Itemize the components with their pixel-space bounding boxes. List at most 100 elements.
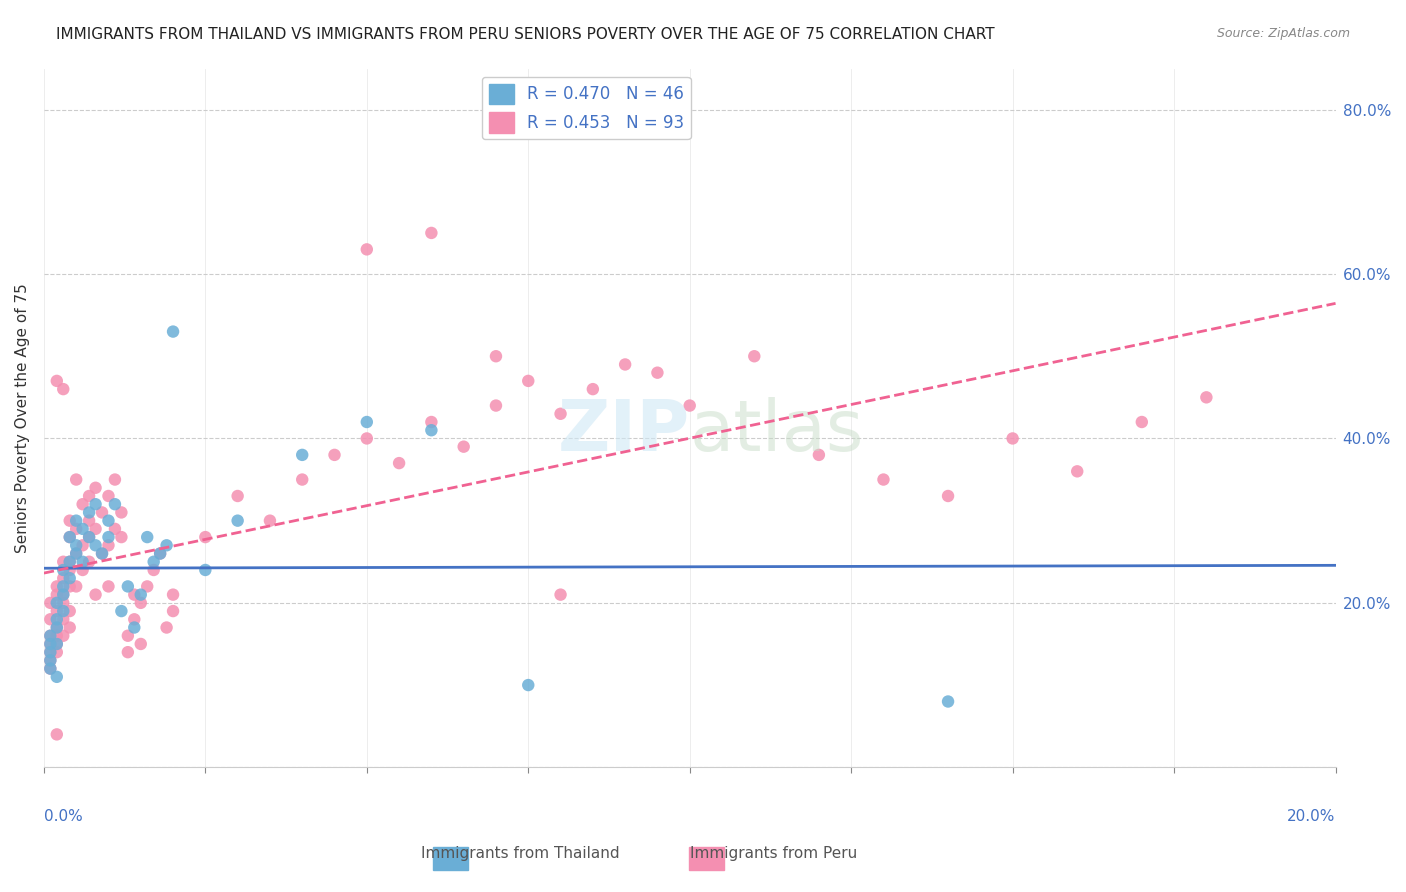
Point: [517, 678, 540, 692]
Point: [39, 662, 62, 676]
Text: 20.0%: 20.0%: [1286, 809, 1336, 824]
Point: [72, 555, 94, 569]
Point: [52, 604, 75, 618]
Point: [117, 645, 139, 659]
Point: [117, 629, 139, 643]
Text: Immigrants from Peru: Immigrants from Peru: [690, 846, 856, 861]
Point: [124, 588, 146, 602]
Point: [77, 530, 100, 544]
Point: [39, 653, 62, 667]
Point: [45, 596, 67, 610]
Point: [52, 588, 75, 602]
Point: [84, 538, 107, 552]
Point: [45, 670, 67, 684]
Point: [162, 588, 184, 602]
Point: [323, 448, 346, 462]
Point: [72, 538, 94, 552]
Point: [65, 547, 87, 561]
Point: [647, 366, 669, 380]
Text: IMMIGRANTS FROM THAILAND VS IMMIGRANTS FROM PERU SENIORS POVERTY OVER THE AGE OF: IMMIGRANTS FROM THAILAND VS IMMIGRANTS F…: [56, 27, 995, 42]
Point: [39, 653, 62, 667]
Point: [39, 645, 62, 659]
Text: ZIP: ZIP: [557, 397, 690, 467]
Point: [59, 555, 82, 569]
Point: [45, 637, 67, 651]
Point: [420, 415, 443, 429]
Point: [45, 620, 67, 634]
Point: [420, 226, 443, 240]
Point: [52, 563, 75, 577]
Point: [45, 637, 67, 651]
Point: [582, 382, 605, 396]
Point: [45, 629, 67, 643]
Point: [388, 456, 411, 470]
Legend: R = 0.470   N = 46, R = 0.453   N = 93: R = 0.470 N = 46, R = 0.453 N = 93: [482, 77, 690, 139]
Point: [59, 571, 82, 585]
Point: [259, 514, 281, 528]
Point: [807, 448, 830, 462]
Point: [97, 514, 120, 528]
Point: [872, 473, 894, 487]
Point: [155, 620, 177, 634]
Point: [39, 596, 62, 610]
Point: [59, 563, 82, 577]
Point: [45, 727, 67, 741]
Point: [52, 596, 75, 610]
Point: [91, 505, 114, 519]
Point: [97, 530, 120, 544]
Point: [84, 588, 107, 602]
Point: [485, 349, 508, 363]
Point: [72, 563, 94, 577]
Point: [39, 629, 62, 643]
Point: [45, 620, 67, 634]
Point: [1001, 432, 1024, 446]
Point: [77, 514, 100, 528]
Point: [356, 415, 378, 429]
Point: [142, 563, 165, 577]
Point: [104, 497, 127, 511]
Point: [117, 579, 139, 593]
Point: [52, 629, 75, 643]
Point: [936, 489, 959, 503]
Point: [59, 579, 82, 593]
Point: [129, 637, 152, 651]
Point: [679, 399, 702, 413]
Point: [356, 432, 378, 446]
Point: [291, 473, 314, 487]
Point: [77, 555, 100, 569]
Point: [52, 571, 75, 585]
Point: [97, 579, 120, 593]
Point: [65, 514, 87, 528]
Point: [136, 579, 159, 593]
Point: [155, 538, 177, 552]
Point: [65, 473, 87, 487]
Point: [162, 604, 184, 618]
Point: [550, 588, 572, 602]
Point: [39, 662, 62, 676]
Point: [1130, 415, 1153, 429]
Point: [45, 645, 67, 659]
Point: [84, 481, 107, 495]
Point: [65, 547, 87, 561]
Point: [84, 497, 107, 511]
Point: [39, 629, 62, 643]
Point: [59, 514, 82, 528]
Point: [136, 530, 159, 544]
Point: [742, 349, 765, 363]
Point: [59, 530, 82, 544]
Point: [65, 538, 87, 552]
Point: [194, 530, 217, 544]
Point: [59, 620, 82, 634]
Point: [45, 612, 67, 626]
Point: [39, 637, 62, 651]
Point: [142, 555, 165, 569]
Point: [124, 620, 146, 634]
Point: [110, 530, 132, 544]
Point: [291, 448, 314, 462]
Point: [226, 514, 249, 528]
Point: [129, 596, 152, 610]
Point: [614, 358, 637, 372]
Point: [77, 489, 100, 503]
Point: [226, 489, 249, 503]
Point: [162, 325, 184, 339]
